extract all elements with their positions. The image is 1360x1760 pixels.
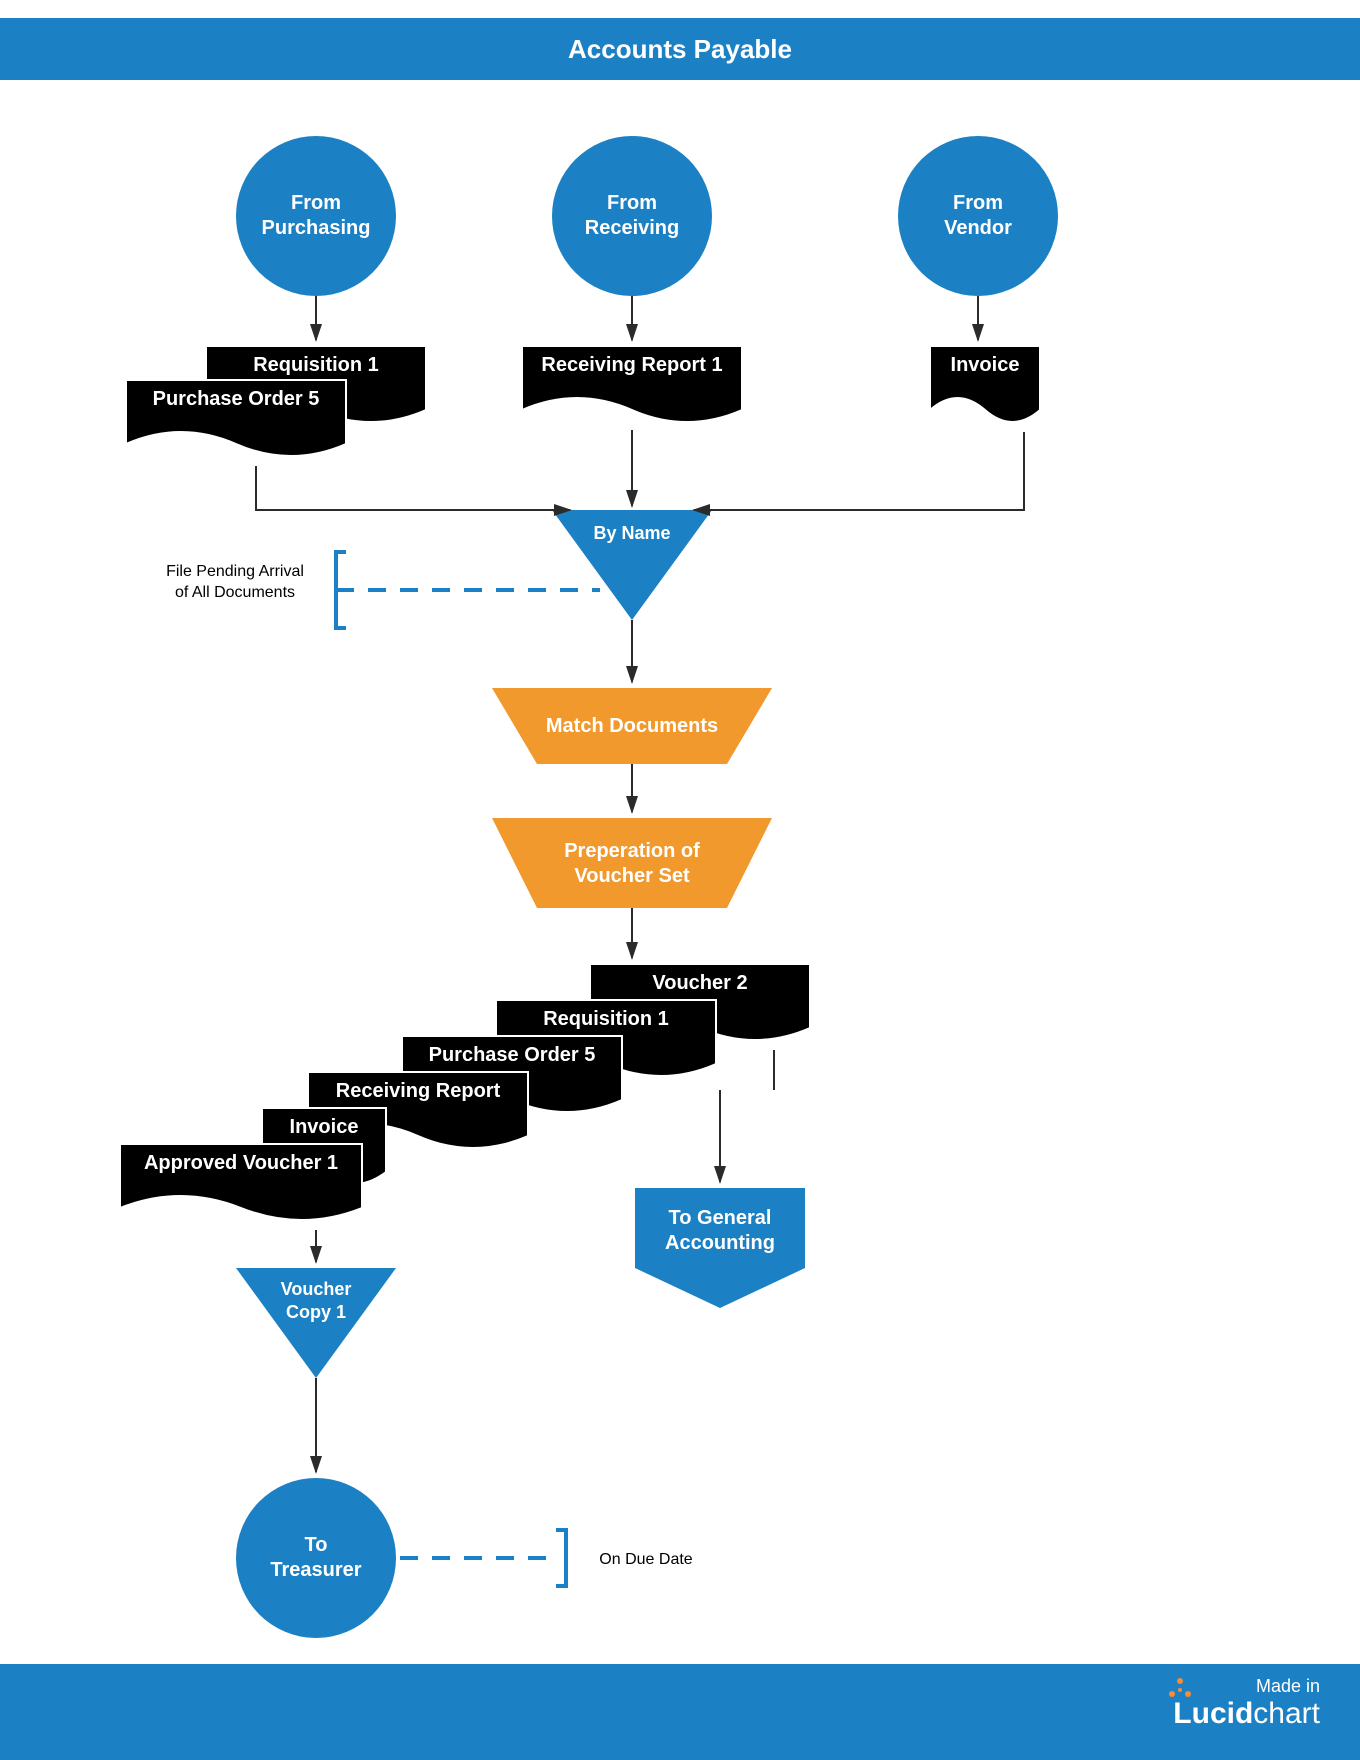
tri-label-t-vcopy1: VoucherCopy 1 <box>246 1278 386 1323</box>
circle-c-treasurer: ToTreasurer <box>236 1478 396 1638</box>
doc-label-d-rr1: Receiving Report 1 <box>522 354 742 377</box>
off-label-o-ga: To GeneralAccounting <box>635 1206 805 1256</box>
footer-brand: Lucidchart <box>1167 1697 1320 1731</box>
page-title: Accounts Payable <box>0 18 1360 80</box>
circle-c-purchasing: FromPurchasing <box>236 136 396 296</box>
trap-label-p-prep: Preperation ofVoucher Set <box>492 839 772 889</box>
doc-label-d-rrb: Receiving Report <box>308 1080 528 1103</box>
annotation-a-pending: File Pending Arrivalof All Documents <box>140 562 330 604</box>
footer: Made inLucidchart <box>1167 1676 1320 1731</box>
doc-label-d-v2: Voucher 2 <box>590 972 810 995</box>
annotation-a-duedate: On Due Date <box>576 1550 716 1571</box>
circle-c-vendor: FromVendor <box>898 136 1058 296</box>
doc-label-d-inv: Invoice <box>930 354 1040 377</box>
trap-label-p-match: Match Documents <box>492 714 772 739</box>
circle-c-receiving: FromReceiving <box>552 136 712 296</box>
flowchart-canvas: Accounts Payable FromPurchasing FromReceiv… <box>0 0 1360 1760</box>
tri-label-t-byname: By Name <box>562 522 702 545</box>
doc-label-d-invb: Invoice <box>262 1116 386 1139</box>
doc-label-d-po5: Purchase Order 5 <box>126 388 346 411</box>
doc-label-d-po5b: Purchase Order 5 <box>402 1044 622 1067</box>
doc-label-d-req1: Requisition 1 <box>206 354 426 377</box>
doc-label-d-req1b: Requisition 1 <box>496 1008 716 1031</box>
doc-label-d-av1: Approved Voucher 1 <box>120 1152 362 1175</box>
